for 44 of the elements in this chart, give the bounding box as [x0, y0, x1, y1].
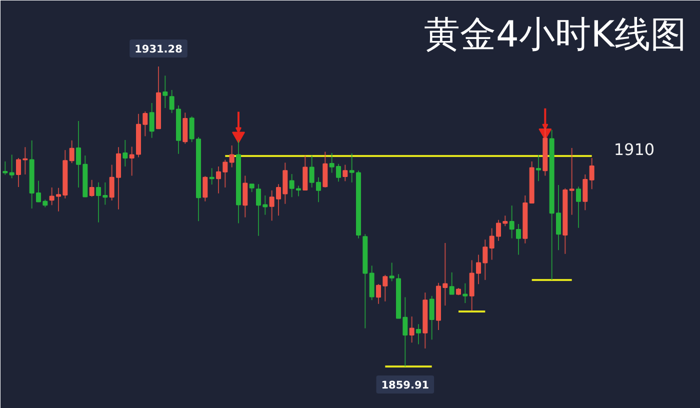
candlestick	[109, 164, 114, 202]
candlestick	[302, 155, 308, 191]
candlestick	[69, 140, 74, 164]
candlestick	[189, 116, 194, 143]
candlestick	[389, 262, 394, 282]
candlestick	[2, 160, 8, 176]
candlestick	[296, 185, 301, 197]
candlestick	[429, 295, 434, 340]
chart-title: 黄金4小时K线图	[424, 14, 687, 56]
candlestick	[322, 151, 328, 188]
candlestick	[116, 146, 121, 210]
candlestick	[162, 75, 168, 109]
candlestick	[229, 144, 234, 168]
candlestick	[589, 158, 594, 190]
candlestick	[289, 174, 294, 198]
candlestick	[582, 174, 588, 211]
series-label: 1910	[614, 140, 655, 159]
candlestick	[509, 205, 514, 239]
candlestick	[416, 324, 421, 345]
candlestick	[536, 154, 541, 182]
annotation: 1931.28	[134, 44, 182, 56]
candlestick	[449, 272, 454, 295]
candlestick	[576, 186, 581, 228]
candlestick	[96, 182, 101, 223]
candlestick	[342, 164, 348, 182]
candlestick	[209, 168, 214, 186]
candlestick	[242, 175, 248, 218]
candlestick	[9, 154, 14, 179]
candlestick	[129, 146, 134, 176]
candlestick	[516, 224, 521, 256]
candlestick	[122, 139, 128, 167]
candlestick	[556, 184, 561, 251]
candlestick	[462, 282, 468, 304]
candlestick	[569, 147, 574, 216]
candlestick	[89, 179, 94, 198]
candlestick	[369, 265, 374, 301]
candlestick	[202, 176, 208, 202]
candlestick	[102, 182, 108, 206]
annotation: 1859.91	[381, 380, 430, 392]
candlestick	[349, 152, 354, 183]
candlestick	[149, 102, 154, 138]
candlestick	[76, 120, 81, 188]
candlestick	[409, 316, 414, 344]
candlestick	[182, 112, 188, 144]
